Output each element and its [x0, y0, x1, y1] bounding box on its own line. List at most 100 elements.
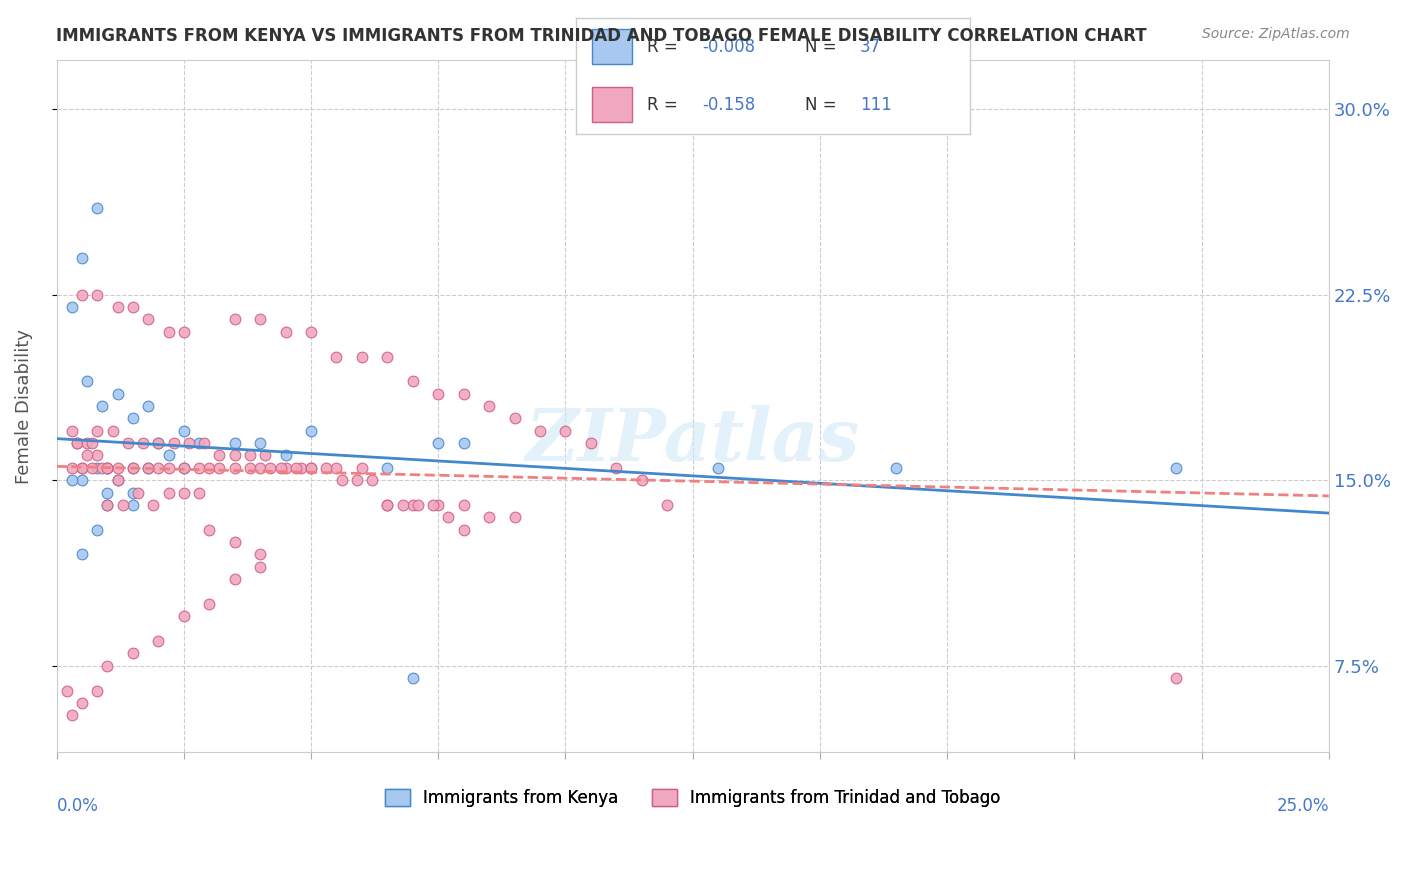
Point: [270, 461, 292, 475]
Text: 0.0%: 0.0%: [56, 797, 98, 815]
Point: [259, 461, 281, 475]
Point: [122, 461, 145, 475]
Point: [91, 461, 114, 475]
Point: [503, 510, 526, 524]
Point: [427, 386, 450, 401]
Point: [299, 461, 322, 475]
Point: [478, 399, 501, 413]
Point: [70, 548, 93, 562]
Point: [173, 609, 195, 624]
Point: [198, 597, 221, 611]
Point: [91, 399, 114, 413]
Point: [377, 461, 399, 475]
Point: [142, 498, 165, 512]
Point: [96, 461, 118, 475]
Point: [249, 461, 271, 475]
Point: [427, 498, 450, 512]
Point: [107, 473, 129, 487]
Point: [82, 436, 104, 450]
Text: 25.0%: 25.0%: [1277, 797, 1329, 815]
Point: [136, 399, 159, 413]
Point: [274, 461, 297, 475]
Point: [96, 658, 118, 673]
FancyBboxPatch shape: [592, 29, 631, 64]
Point: [330, 473, 353, 487]
Point: [96, 498, 118, 512]
Point: [325, 461, 347, 475]
Point: [224, 572, 246, 586]
Point: [157, 485, 180, 500]
Point: [70, 473, 93, 487]
Point: [422, 498, 444, 512]
Point: [453, 436, 475, 450]
Point: [157, 325, 180, 339]
Point: [1164, 461, 1187, 475]
Point: [70, 696, 93, 710]
Point: [224, 312, 246, 326]
Point: [579, 436, 602, 450]
Point: [96, 461, 118, 475]
Point: [163, 436, 186, 450]
Point: [453, 386, 475, 401]
Point: [96, 498, 118, 512]
Point: [391, 498, 413, 512]
Point: [402, 671, 425, 685]
Point: [122, 461, 145, 475]
Point: [148, 461, 170, 475]
Point: [249, 548, 271, 562]
Point: [427, 436, 450, 450]
Point: [529, 424, 551, 438]
Point: [86, 201, 108, 215]
Point: [249, 436, 271, 450]
Point: [136, 312, 159, 326]
Point: [173, 461, 195, 475]
Point: [173, 424, 195, 438]
Point: [274, 449, 297, 463]
Point: [148, 436, 170, 450]
Point: [107, 386, 129, 401]
Point: [96, 485, 118, 500]
Point: [70, 287, 93, 301]
Text: -0.158: -0.158: [703, 95, 755, 114]
Point: [101, 424, 124, 438]
Point: [132, 436, 155, 450]
Point: [117, 436, 139, 450]
Point: [157, 461, 180, 475]
Point: [249, 312, 271, 326]
Point: [122, 485, 145, 500]
Point: [86, 449, 108, 463]
Point: [402, 498, 425, 512]
Point: [346, 473, 368, 487]
Point: [605, 461, 627, 475]
Point: [173, 485, 195, 500]
Text: Source: ZipAtlas.com: Source: ZipAtlas.com: [1202, 27, 1350, 41]
Point: [86, 424, 108, 438]
Point: [361, 473, 384, 487]
Y-axis label: Female Disability: Female Disability: [15, 328, 32, 483]
Point: [70, 461, 93, 475]
Point: [350, 350, 373, 364]
Point: [437, 510, 460, 524]
Point: [284, 461, 307, 475]
Point: [157, 449, 180, 463]
Text: N =: N =: [804, 95, 842, 114]
Point: [122, 647, 145, 661]
Point: [188, 485, 211, 500]
Point: [122, 498, 145, 512]
Point: [198, 461, 221, 475]
FancyBboxPatch shape: [592, 87, 631, 122]
Point: [86, 461, 108, 475]
Point: [350, 461, 373, 475]
Point: [377, 350, 399, 364]
Text: 111: 111: [860, 95, 891, 114]
Point: [136, 461, 159, 475]
Point: [402, 374, 425, 388]
Point: [208, 461, 231, 475]
Point: [188, 436, 211, 450]
Point: [325, 350, 347, 364]
Point: [274, 325, 297, 339]
Point: [107, 473, 129, 487]
Point: [224, 436, 246, 450]
Text: 37: 37: [860, 37, 882, 56]
Point: [406, 498, 429, 512]
